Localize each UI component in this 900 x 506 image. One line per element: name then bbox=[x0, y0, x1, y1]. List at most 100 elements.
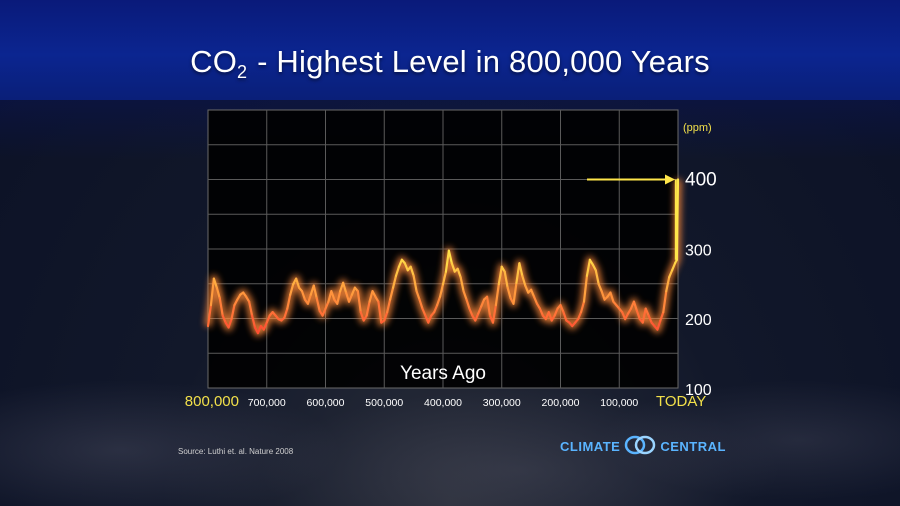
x-tick-labels: 800,000 700,000 600,000 500,000 400,000 300,0… bbox=[185, 393, 707, 410]
grid-lines bbox=[208, 110, 678, 388]
series-segment bbox=[336, 290, 342, 305]
series-segment bbox=[585, 258, 591, 277]
x-tick-label: 200,000 bbox=[542, 397, 580, 409]
series-segment bbox=[665, 276, 671, 293]
series-segment bbox=[391, 274, 398, 289]
x-tick-label: 700,000 bbox=[248, 397, 286, 409]
series-segment bbox=[553, 307, 559, 317]
series-segment bbox=[538, 307, 544, 317]
series-segment bbox=[477, 305, 483, 315]
series-segment bbox=[644, 307, 650, 317]
series-segment bbox=[597, 283, 603, 293]
series-segment bbox=[462, 290, 468, 301]
series-segment bbox=[350, 286, 356, 296]
logo-right-text: CENTRAL bbox=[660, 438, 726, 454]
series-segment bbox=[365, 300, 371, 317]
series-segment bbox=[562, 311, 568, 322]
series-segment bbox=[415, 290, 421, 301]
series-segment bbox=[330, 290, 336, 301]
series-segment bbox=[427, 314, 433, 324]
title-rest: - Highest Level in 800,000 Years bbox=[248, 44, 710, 79]
x-tick-label: 300,000 bbox=[483, 397, 521, 409]
y-tick-label: 300 bbox=[685, 242, 712, 259]
series-lines bbox=[206, 178, 680, 335]
series-segment bbox=[436, 295, 442, 307]
series-segment bbox=[497, 265, 503, 286]
header-band bbox=[0, 0, 900, 100]
page-title: CO2 - Highest Level in 800,000 Years bbox=[0, 44, 900, 83]
x-tick-label: 400,000 bbox=[424, 397, 462, 409]
series-segment bbox=[356, 290, 362, 314]
series-segment bbox=[468, 307, 474, 317]
y-tick-label: 400 bbox=[685, 170, 717, 191]
series-segment bbox=[521, 274, 527, 287]
series-segment bbox=[609, 291, 615, 303]
series-segment bbox=[532, 295, 539, 305]
x-tick-label: TODAY bbox=[656, 393, 706, 410]
series-segment bbox=[577, 311, 583, 321]
source-note: Source: Luthi et. al. Nature 2008 bbox=[178, 447, 294, 456]
series-segment bbox=[438, 283, 445, 298]
series-segment bbox=[441, 270, 448, 286]
series-segment bbox=[465, 298, 471, 310]
series-segment bbox=[377, 300, 383, 324]
series-segment bbox=[324, 300, 330, 310]
series-segment bbox=[559, 304, 565, 314]
series-segment bbox=[594, 269, 600, 286]
series-segment bbox=[582, 274, 589, 303]
series-segment bbox=[547, 311, 553, 322]
series-segment bbox=[450, 262, 456, 273]
series-segment bbox=[418, 298, 424, 310]
series-segment bbox=[600, 290, 606, 301]
series-segment bbox=[503, 270, 509, 289]
series-segment bbox=[312, 284, 318, 300]
series-segment bbox=[248, 300, 254, 317]
series-segment bbox=[342, 281, 348, 294]
climate-central-logo: CLIMATE CENTRAL bbox=[560, 433, 726, 459]
series-segment bbox=[515, 262, 521, 284]
series-segment bbox=[518, 262, 524, 277]
series-segment bbox=[221, 314, 227, 324]
x-tick-label: 100,000 bbox=[600, 397, 638, 409]
series-segment bbox=[300, 290, 307, 301]
series-segment bbox=[321, 307, 327, 317]
series-segment bbox=[265, 314, 271, 324]
series-segment bbox=[485, 295, 492, 317]
series-segment bbox=[389, 286, 395, 301]
series-segment bbox=[421, 307, 427, 317]
series-segment bbox=[212, 277, 218, 289]
series-segment bbox=[250, 314, 257, 329]
y-unit-label: (ppm) bbox=[683, 122, 712, 134]
series-segment bbox=[647, 314, 653, 324]
x-tick-label: 500,000 bbox=[365, 397, 403, 409]
series-segment bbox=[671, 262, 677, 272]
series-segment bbox=[491, 304, 497, 324]
series-segment bbox=[286, 293, 292, 310]
series-segment bbox=[206, 304, 213, 328]
series-segment bbox=[368, 290, 374, 303]
series-segment bbox=[668, 269, 674, 279]
series-segment bbox=[386, 298, 392, 314]
series-segment bbox=[474, 312, 480, 322]
title-subscript: 2 bbox=[237, 62, 248, 82]
series-segment bbox=[656, 319, 662, 331]
x-tick-label: 600,000 bbox=[307, 397, 345, 409]
series-segment bbox=[447, 249, 453, 265]
series-segment bbox=[227, 318, 233, 329]
x-tick-label: 800,000 bbox=[185, 393, 239, 410]
series-segment bbox=[359, 311, 365, 322]
series-segment bbox=[662, 290, 668, 314]
series-segment bbox=[494, 283, 500, 307]
series-segment bbox=[403, 262, 409, 272]
series-segment bbox=[230, 304, 236, 321]
series-segment bbox=[347, 293, 354, 303]
series-segment bbox=[530, 288, 536, 298]
series-segment bbox=[433, 304, 439, 314]
series-segment bbox=[295, 277, 301, 289]
series-segment bbox=[256, 324, 262, 335]
series-segment bbox=[641, 307, 647, 324]
series-segment bbox=[283, 307, 289, 319]
y-tick-label: 200 bbox=[685, 312, 712, 329]
series-segment bbox=[456, 267, 462, 279]
